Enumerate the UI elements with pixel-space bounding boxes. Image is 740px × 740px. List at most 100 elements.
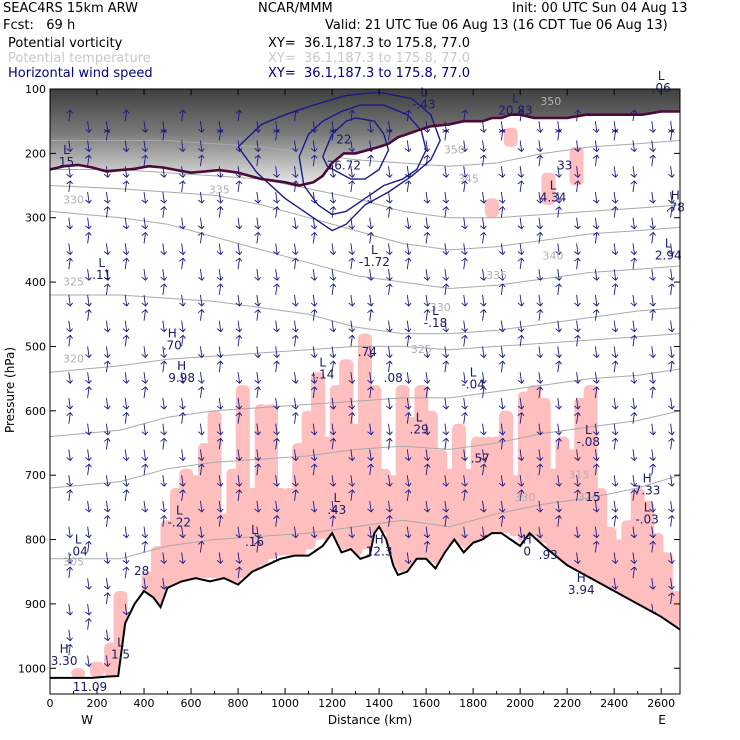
wind-arrow-head [404,412,412,417]
wind-arrow [237,475,241,487]
wind-arrow-head [592,154,600,159]
wind-arrow [143,217,146,229]
wind-arrow-head [367,379,374,384]
wind-arrow [350,166,353,178]
hl-value: .93 [539,548,558,562]
wind-arrow-head [592,302,600,307]
wind-arrow-head [480,276,487,281]
hl-letter: L [512,92,519,106]
wind-arrow-head [235,534,243,539]
wind-arrow [406,335,410,347]
wind-arrow-head [179,457,186,462]
wind-arrow-head [141,276,149,281]
x-tick-label: 2200 [553,697,581,710]
wind-arrow-head [273,283,280,288]
wind-arrow-head [122,482,130,487]
wind-arrow-head [216,283,224,288]
wind-arrow-head [254,225,262,230]
wind-arrow-head [630,379,638,384]
wind-arrow-head [555,283,562,288]
wind-arrow-head [367,128,374,133]
wind-arrow-head [66,328,73,333]
field-xy-theta: XY= 36.1,187.3 to 175.8, 77.0 [268,51,471,66]
wind-arrow-head [480,154,487,159]
wind-arrow-head [574,412,581,417]
wind-arrow [275,361,278,373]
wind-arrow [105,552,109,564]
hl-value: .29 [410,422,429,436]
wind-arrow [350,243,353,255]
wind-arrow-head [649,386,656,391]
wind-arrow-head [498,199,506,204]
wind-arrow-head [668,360,675,365]
wind-arrow [557,243,560,255]
hl-letter: L [470,365,477,379]
wind-arrow-head [517,225,525,230]
y-tick-label: 1000 [18,662,46,675]
wind-arrow [632,320,635,332]
wind-arrow [425,541,429,553]
wind-arrow-head [141,508,149,513]
wind-arrow-head [517,109,525,114]
hl-letter: L [658,69,665,83]
wind-arrow-head [611,437,619,442]
wind-arrow-head [574,180,581,185]
wind-arrow-head [160,482,167,487]
wind-arrow [369,423,372,435]
wind-arrow [538,155,541,167]
wind-arrow [275,191,278,204]
wind-arrow [237,335,241,347]
wind-arrow-head [85,617,92,622]
wind-arrow-head [461,489,468,494]
wind-arrow-head [367,276,374,281]
wind-arrow [670,438,673,450]
wind-arrow [519,412,523,424]
wind-arrow [256,140,259,152]
wind-arrow [632,526,635,538]
wind-arrow [613,206,617,218]
terrain-line [50,524,680,679]
wind-arrow [218,206,222,218]
wind-arrow [594,464,598,476]
wind-arrow-head [160,251,167,256]
wind-arrow-head [329,508,337,513]
wind-arrow-head [66,334,73,339]
wind-arrow [594,309,598,321]
wind-arrow [576,180,579,193]
wind-arrow [632,258,635,270]
wind-arrow-head [103,515,111,520]
wind-arrow-head [216,515,224,520]
wind-arrow [105,191,109,204]
wind-arrow-head [254,276,262,281]
wind-arrow-head [404,334,412,339]
wind-arrow [482,500,485,512]
wind-arrow [538,464,541,476]
wind-arrow [482,191,485,204]
wind-arrow [557,166,560,178]
wind-arrow-head [179,334,186,339]
wind-arrow [87,121,90,133]
wind-arrow-head [141,199,149,204]
wind-arrow [294,243,297,255]
x-tick-label: 1800 [459,697,487,710]
wind-arrow-head [310,431,318,436]
wind-arrow [294,526,297,538]
forecast-hour: Fcst: 69 h [3,18,76,33]
wind-arrow [576,526,579,538]
x-tick-label: 200 [87,697,108,710]
wind-arrow-head [235,489,243,494]
wind-arrow [651,372,654,384]
wind-arrow-head [273,437,280,442]
wind-arrow-head [103,128,111,133]
wind-arrow-head [668,560,675,565]
wind-arrow-head [498,128,506,133]
wind-arrow-head [141,431,149,436]
wind-arrow-head [630,109,638,114]
wind-arrow [294,166,297,178]
wind-arrow-head [254,309,262,314]
wind-arrow-head [649,309,656,314]
wind-arrow [425,423,429,435]
wind-arrow-head [404,257,412,262]
wind-arrow-head [574,482,581,487]
